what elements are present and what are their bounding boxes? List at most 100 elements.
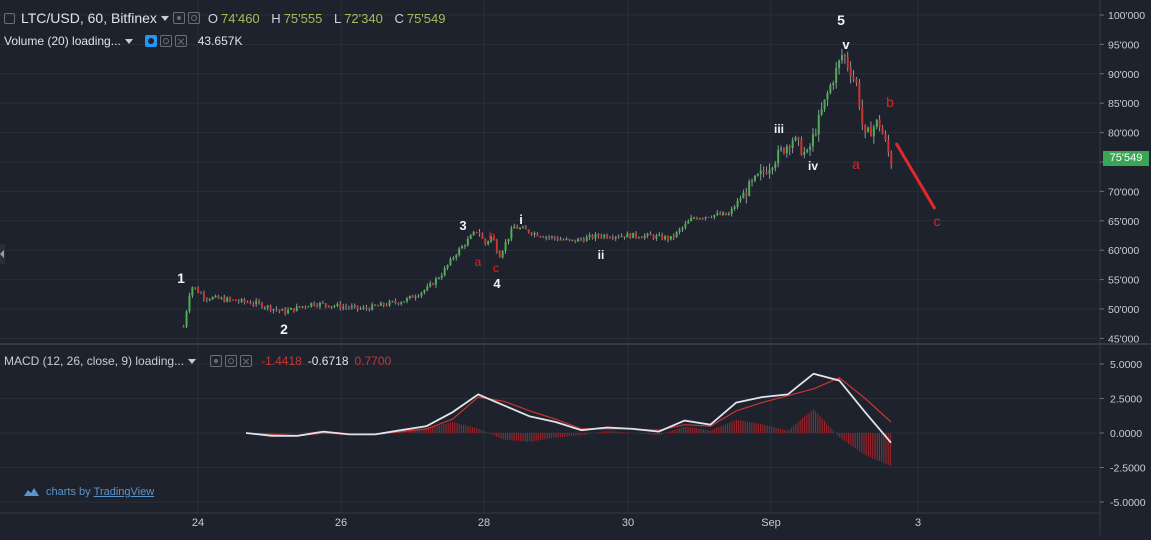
candle <box>771 166 774 175</box>
volume-label[interactable]: Volume (20) loading... <box>4 34 121 48</box>
close-label: C <box>394 10 404 26</box>
candle <box>530 231 533 237</box>
candle <box>588 232 591 241</box>
candle <box>414 294 417 301</box>
wave-label[interactable]: 1 <box>177 270 185 286</box>
price-tick-label: 80'000 <box>1108 128 1139 140</box>
candle <box>840 48 843 64</box>
candle <box>490 235 493 244</box>
candle <box>606 233 609 239</box>
symbol-title[interactable]: LTC/USD, 60, Bitfinex <box>21 10 157 26</box>
candle <box>307 305 310 308</box>
volume-dropdown-icon[interactable] <box>124 38 133 44</box>
candle <box>368 307 371 312</box>
candle <box>327 305 330 308</box>
candle <box>843 53 846 64</box>
candle <box>330 306 333 310</box>
wave-label[interactable]: 4 <box>493 276 501 291</box>
candle <box>858 78 861 111</box>
macd-label[interactable]: MACD (12, 26, close, 9) loading... <box>4 354 185 368</box>
macd-remove-icon[interactable] <box>240 355 253 367</box>
time-axis[interactable]: 24 26 28 30 Sep 3 <box>192 517 921 529</box>
macd-tick-label: 5.0000 <box>1110 359 1142 371</box>
wave-label[interactable]: b <box>886 94 894 110</box>
wave-label[interactable]: 2 <box>280 321 288 337</box>
candle <box>521 225 524 229</box>
macd-visibility-icon[interactable] <box>210 355 223 367</box>
candle <box>376 304 379 307</box>
candle <box>240 298 243 304</box>
wave-label[interactable]: a <box>852 156 860 172</box>
symbol-dropdown-icon[interactable] <box>160 15 169 21</box>
candle <box>440 272 443 280</box>
candle <box>478 229 481 237</box>
collapse-icon[interactable] <box>4 12 15 24</box>
left-panel-toggle-icon[interactable] <box>0 244 5 264</box>
candle <box>577 237 580 242</box>
wave-label[interactable]: v <box>842 37 850 52</box>
candle <box>214 294 217 298</box>
wave-label[interactable]: c <box>934 213 941 229</box>
candle <box>562 238 565 241</box>
high-label: H <box>271 10 281 26</box>
candle <box>339 301 342 311</box>
candle <box>466 236 469 247</box>
wave-label[interactable]: iv <box>808 159 818 173</box>
candle <box>695 216 698 220</box>
time-tick-label: 3 <box>915 517 921 529</box>
candle <box>272 308 275 314</box>
wave-label[interactable]: a <box>475 255 482 269</box>
low-label: L <box>333 10 342 26</box>
macd-tick-label: -5.0000 <box>1110 497 1146 509</box>
wave-label[interactable]: 3 <box>459 218 466 233</box>
candle <box>823 99 826 112</box>
candle <box>884 130 887 142</box>
macd-histogram <box>247 408 891 466</box>
macd-axis[interactable]: 5.0000 2.5000 0.0000 -2.5000 -5.0000 <box>1100 359 1146 509</box>
candle <box>237 298 240 304</box>
candle <box>846 51 849 72</box>
macd-tick-label: 0.0000 <box>1110 428 1142 440</box>
price-axis[interactable]: 100'00095'00090'00085'00080'00075'00070'… <box>1100 10 1145 345</box>
macd-settings-icon[interactable] <box>225 355 238 367</box>
visibility-icon[interactable] <box>172 12 185 24</box>
wave-label[interactable]: b <box>489 229 496 243</box>
candle <box>501 250 504 259</box>
wave-label[interactable]: ii <box>598 248 605 262</box>
candle <box>629 232 632 239</box>
candle <box>295 303 298 312</box>
settings-icon[interactable] <box>187 12 200 24</box>
wave-label[interactable]: c <box>493 261 499 275</box>
candle <box>205 297 208 303</box>
candle <box>759 164 762 181</box>
wave-label[interactable]: i <box>519 212 523 227</box>
wave-label[interactable]: iii <box>774 122 784 136</box>
candle <box>849 61 852 84</box>
candle <box>452 256 455 261</box>
candle <box>469 233 472 240</box>
candle <box>258 298 261 305</box>
macd-dropdown-icon[interactable] <box>188 358 197 364</box>
branding-link[interactable]: TradingView <box>93 486 155 498</box>
candle <box>727 211 730 216</box>
last-price-label: 75'549 <box>1103 151 1149 166</box>
candle <box>861 99 864 131</box>
candle <box>548 235 551 240</box>
wave-label[interactable]: 5 <box>837 12 845 28</box>
candle <box>194 286 197 290</box>
candle <box>446 264 449 271</box>
candle <box>782 147 785 155</box>
candle <box>739 195 742 204</box>
tradingview-branding[interactable]: charts by TradingView <box>22 486 154 498</box>
volume-remove-icon[interactable] <box>174 35 187 47</box>
volume-visibility-icon[interactable] <box>144 35 157 47</box>
candle <box>379 301 382 306</box>
candle <box>600 233 603 240</box>
time-tick-label: 28 <box>478 517 490 529</box>
volume-settings-icon[interactable] <box>159 35 172 47</box>
candle <box>724 212 727 216</box>
candle <box>405 296 408 304</box>
